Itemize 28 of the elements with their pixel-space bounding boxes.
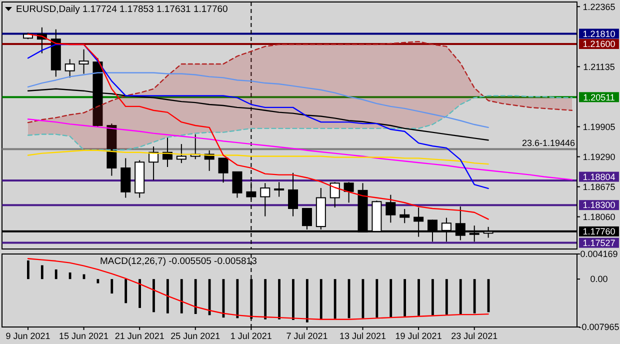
ref-line-label: 1.17760: [582, 226, 616, 237]
x-tick-label: 7 Jul 2021: [286, 331, 328, 341]
x-tick-label: 1 Jul 2021: [230, 331, 272, 341]
chart-title: MACD(12,26,7) -0.005505 -0.005813: [100, 256, 257, 267]
y-tick-label: 1.19290: [582, 152, 616, 162]
ref-line-label: 1.21600: [582, 39, 616, 50]
x-tick-label: 13 Jul 2021: [339, 331, 386, 341]
annotation: 23.6-1.19446: [522, 138, 575, 148]
x-tick-label: 21 Jun 2021: [114, 331, 164, 341]
chart-title: EURUSD,Daily 1.17724 1.17853 1.17631 1.17760: [16, 4, 228, 15]
ref-line-label: 1.18300: [582, 200, 616, 210]
y-tick-label: 1.19905: [582, 122, 616, 132]
ref-line-label: 1.21810: [582, 28, 616, 39]
x-tick-label: 9 Jun 2021: [6, 331, 50, 341]
y-tick-label: 0.004169: [580, 249, 618, 260]
y-tick-label: 1.22365: [582, 2, 616, 12]
x-tick-label: 15 Jun 2021: [59, 331, 109, 341]
y-tick-label: 1.18675: [582, 182, 616, 192]
ref-line-label: 1.20511: [583, 92, 615, 102]
ref-line-label: 1.18804: [582, 172, 616, 182]
y-tick-label: 0.00: [590, 274, 608, 284]
y-tick-label: 1.18060: [582, 212, 616, 222]
y-tick-label: 1.21135: [583, 62, 615, 72]
x-tick-label: 25 Jun 2021: [170, 331, 220, 341]
y-tick-label: -0.007965: [578, 322, 620, 332]
x-tick-label: 23 Jul 2021: [451, 331, 498, 341]
ref-line-label: 1.17527: [582, 238, 616, 248]
x-tick-label: 19 Jul 2021: [395, 331, 442, 341]
